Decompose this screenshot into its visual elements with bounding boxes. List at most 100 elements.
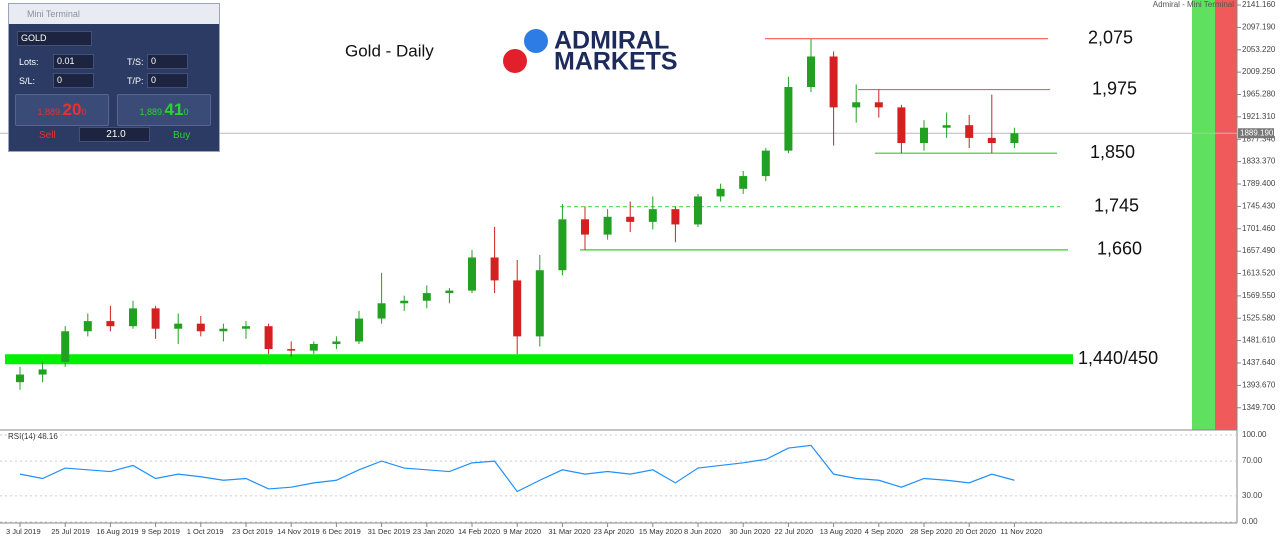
mini-terminal: Mini Terminal GOLD Lots: 0.01 T/S: 0 S/L… bbox=[8, 3, 220, 152]
x-tick-label: 25 Jul 2019 bbox=[51, 527, 90, 536]
candle-body bbox=[490, 257, 499, 281]
y-tick-label: 1657.490 bbox=[1242, 246, 1276, 255]
rsi-line bbox=[19, 444, 1015, 493]
last-price-label: 1889.190 bbox=[1240, 128, 1274, 137]
x-tick-label: 13 Aug 2020 bbox=[820, 527, 862, 536]
label: T/P: bbox=[127, 76, 144, 86]
candle-body bbox=[829, 56, 838, 108]
x-tick-label: 15 May 2020 bbox=[639, 527, 682, 536]
x-tick-label: 11 Nov 2020 bbox=[1000, 527, 1042, 536]
level-label: 1,850 bbox=[1090, 142, 1135, 162]
y-tick-label: 1789.400 bbox=[1242, 179, 1276, 188]
tp-input[interactable]: 0 bbox=[147, 73, 188, 88]
symbol-select[interactable]: GOLD bbox=[17, 31, 92, 46]
candle-body bbox=[558, 219, 567, 271]
level-label: 1,745 bbox=[1094, 195, 1139, 215]
x-tick-label: 20 Oct 2020 bbox=[955, 527, 996, 536]
price-part: 20 bbox=[62, 100, 82, 119]
x-tick-label: 14 Feb 2020 bbox=[458, 527, 500, 536]
level-label: 1,975 bbox=[1092, 78, 1137, 98]
candle-body bbox=[151, 308, 160, 329]
lots-input[interactable]: 0.01 bbox=[53, 54, 94, 69]
x-tick-label: 9 Sep 2019 bbox=[142, 527, 180, 536]
candle-body bbox=[716, 188, 725, 197]
ts-input[interactable]: 0 bbox=[147, 54, 188, 69]
candle-body bbox=[1010, 133, 1019, 143]
logo-text: ADMIRAL bbox=[554, 27, 669, 55]
x-tick-label: 9 Mar 2020 bbox=[503, 527, 541, 536]
y-tick-label: 1393.670 bbox=[1242, 380, 1276, 389]
x-tick-label: 31 Mar 2020 bbox=[548, 527, 590, 536]
y-tick-label: 1437.640 bbox=[1242, 358, 1276, 367]
y-tick-label: 2009.250 bbox=[1242, 67, 1276, 76]
y-tick-label: 2141.160 bbox=[1242, 0, 1276, 9]
price-part: 1,889. bbox=[37, 107, 63, 117]
buy-button[interactable]: Buy bbox=[173, 130, 191, 141]
x-tick-label: 22 Jul 2020 bbox=[774, 527, 813, 536]
candle-body bbox=[106, 321, 115, 327]
rsi-tick-label: 70.00 bbox=[1242, 456, 1263, 465]
logo-dot-blue bbox=[524, 29, 548, 53]
candle-body bbox=[422, 293, 431, 301]
x-tick-label: 23 Jan 2020 bbox=[413, 527, 454, 536]
x-tick-label: 3 Jul 2019 bbox=[6, 527, 41, 536]
candle-body bbox=[897, 107, 906, 143]
candle-body bbox=[38, 369, 47, 375]
y-tick-label: 2097.190 bbox=[1242, 22, 1276, 31]
x-tick-label: 14 Nov 2019 bbox=[277, 527, 320, 536]
terminal-title: Mini Terminal bbox=[9, 4, 219, 24]
candle-body bbox=[694, 196, 702, 225]
candle-body bbox=[671, 209, 680, 225]
sell-price[interactable]: 1,889.200 bbox=[15, 94, 109, 126]
candle-body bbox=[129, 308, 137, 327]
candle-body bbox=[377, 303, 386, 319]
candle-body bbox=[603, 216, 612, 235]
x-tick-label: 16 Aug 2019 bbox=[96, 527, 138, 536]
chart-title: Gold - Daily bbox=[345, 41, 434, 60]
candle-body bbox=[581, 219, 589, 235]
level-label: 1,660 bbox=[1097, 239, 1142, 259]
sell-button[interactable]: Sell bbox=[39, 130, 56, 141]
x-tick-label: 23 Oct 2019 bbox=[232, 527, 273, 536]
candle-body bbox=[264, 326, 273, 350]
price-part: 0 bbox=[183, 107, 189, 117]
y-tick-label: 1877.340 bbox=[1242, 134, 1276, 143]
candle-body bbox=[920, 127, 928, 143]
rsi-tick-label: 0.00 bbox=[1242, 517, 1258, 526]
label: Lots: bbox=[19, 57, 39, 67]
sl-input[interactable]: 0 bbox=[53, 73, 94, 88]
corner-caption: Admiral - Mini Terminal bbox=[1153, 0, 1234, 9]
y-tick-label: 1349.700 bbox=[1242, 403, 1276, 412]
candle-body bbox=[355, 318, 363, 342]
candle-body bbox=[400, 300, 409, 304]
candle-body bbox=[16, 374, 24, 383]
y-tick-label: 2053.220 bbox=[1242, 45, 1276, 54]
price-part: 41 bbox=[164, 100, 184, 119]
y-tick-label: 1613.520 bbox=[1242, 269, 1276, 278]
level-label: 1,440/450 bbox=[1078, 348, 1158, 368]
level-label: 2,075 bbox=[1088, 27, 1133, 47]
candle-body bbox=[219, 328, 228, 332]
rsi-tick-label: 100.00 bbox=[1242, 430, 1267, 439]
candle-body bbox=[807, 56, 815, 88]
signal-band-red bbox=[1215, 0, 1237, 430]
candle-body bbox=[332, 341, 341, 344]
candle-body bbox=[445, 290, 454, 294]
volume-input[interactable]: 21.0 bbox=[79, 127, 150, 142]
buy-price[interactable]: 1,889.410 bbox=[117, 94, 211, 126]
candle-body bbox=[987, 137, 996, 143]
x-tick-label: 8 Jun 2020 bbox=[684, 527, 721, 536]
x-tick-label: 30 Jun 2020 bbox=[729, 527, 770, 536]
y-tick-label: 1481.610 bbox=[1242, 336, 1276, 345]
x-tick-label: 23 Apr 2020 bbox=[594, 527, 634, 536]
x-tick-label: 31 Dec 2019 bbox=[368, 527, 411, 536]
label: S/L: bbox=[19, 76, 36, 86]
candle-body bbox=[242, 326, 250, 329]
candle-body bbox=[513, 280, 522, 337]
candle-body bbox=[942, 125, 951, 128]
candle-body bbox=[535, 270, 544, 337]
x-tick-label: 1 Oct 2019 bbox=[187, 527, 224, 536]
y-tick-label: 1745.430 bbox=[1242, 201, 1276, 210]
candle-body bbox=[287, 349, 296, 351]
